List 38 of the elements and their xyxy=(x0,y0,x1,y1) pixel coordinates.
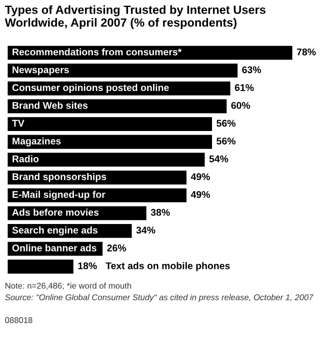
data-label: 38% xyxy=(150,208,170,216)
data-label: 61% xyxy=(234,84,254,92)
bar xyxy=(8,170,186,184)
chart-title: Types of Advertising Trusted by Internet Users Worldwide, April 2007 (% of respondents) xyxy=(4,5,266,30)
bar xyxy=(8,152,205,167)
y-tick-label: Search engine ads xyxy=(12,226,98,236)
bar xyxy=(8,260,74,274)
data-label: 56% xyxy=(216,120,236,127)
data-label: 78% xyxy=(296,48,316,56)
data-label: 60% xyxy=(231,102,250,109)
data-label: 49% xyxy=(190,191,210,198)
data-label: 34% xyxy=(136,226,156,234)
y-tick-label: Text ads on mobile phones xyxy=(106,262,230,272)
data-label: 26% xyxy=(107,244,126,252)
y-tick-label: TV xyxy=(12,120,24,127)
data-label: 54% xyxy=(209,155,228,162)
data-label: 49% xyxy=(190,173,210,180)
bar xyxy=(8,188,186,202)
y-tick-label: Brand sponsorships xyxy=(12,172,106,182)
y-tick-label: Magazines xyxy=(12,137,61,146)
y-tick-label: E-Mail signed-up for xyxy=(12,190,106,200)
y-tick-label: Recommendations from consumers* xyxy=(12,48,182,56)
bar xyxy=(8,117,212,132)
data-label: 63% xyxy=(242,66,262,74)
bar xyxy=(8,134,212,149)
y-tick-label: Online banner ads xyxy=(12,244,96,252)
y-tick-label: Ads before movies xyxy=(12,208,99,216)
data-label: 18% xyxy=(78,262,97,270)
bar xyxy=(8,99,227,114)
y-tick-label: Newspapers xyxy=(12,66,69,76)
text: Note: n=26,486; *ie word of mouth xyxy=(6,282,132,290)
data-label: 56% xyxy=(216,138,236,144)
y-tick-label: Consumer opinions posted online xyxy=(12,84,169,93)
y-tick-label: Radio xyxy=(12,155,39,162)
bar xyxy=(8,64,238,78)
source-note: Source: "Online Global Consumer Study" as cited in press release, October 1, 2007 xyxy=(5,294,314,302)
text: 088018 xyxy=(5,317,32,324)
y-tick-label: Brand Web sites xyxy=(12,102,88,109)
